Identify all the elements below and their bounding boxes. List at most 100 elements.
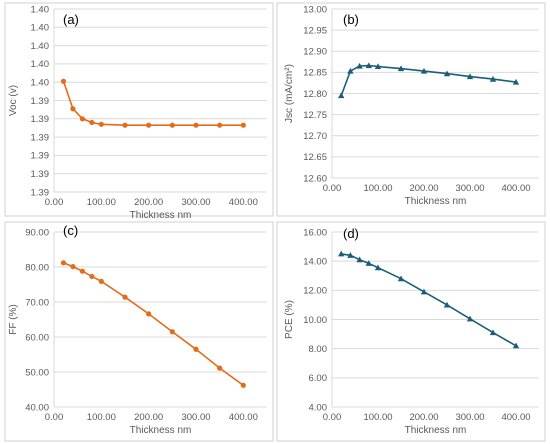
- x-axis-title: Thickness nm: [130, 425, 192, 436]
- series-line: [63, 262, 244, 386]
- data-point: [79, 116, 85, 122]
- data-point: [512, 342, 520, 349]
- data-point: [169, 122, 175, 128]
- data-point: [374, 63, 382, 70]
- y-tick-label: 1.40: [31, 78, 50, 89]
- y-tick-label: 1.40: [31, 4, 50, 15]
- x-tick-label: 400.00: [501, 412, 530, 423]
- y-tick-label: 14.00: [303, 256, 327, 267]
- data-point: [365, 62, 372, 69]
- x-tick-label: 0.00: [323, 412, 342, 423]
- data-point: [98, 278, 104, 284]
- data-point: [240, 122, 246, 128]
- y-axis-title: PCE (%): [284, 300, 295, 339]
- y-tick-label: 70.00: [25, 297, 49, 308]
- data-point: [122, 294, 128, 300]
- data-point: [193, 346, 199, 352]
- x-tick-label: 400.00: [229, 197, 258, 208]
- data-point: [356, 62, 363, 69]
- data-point: [420, 67, 428, 74]
- x-tick-label: 0.00: [45, 197, 64, 208]
- y-tick-label: 12.85: [303, 68, 327, 79]
- panel-frame: [276, 221, 546, 442]
- y-tick-label: 8.00: [309, 344, 328, 355]
- data-point: [466, 315, 474, 322]
- panel-frame: [4, 221, 274, 442]
- panel-label: (c): [63, 223, 78, 238]
- data-point: [169, 329, 175, 335]
- panel-frame: [4, 2, 274, 217]
- x-tick-label: 300.00: [181, 412, 210, 423]
- x-tick-label: 400.00: [229, 412, 258, 423]
- data-point: [365, 260, 372, 266]
- data-point: [338, 250, 345, 257]
- chart-panel-a: 1.39 1.39 1.39 1.39 1.39 1.39 1.40 1.40 1.40 1.40…: [4, 2, 274, 221]
- x-axis-title: Thickness nm: [405, 425, 467, 436]
- data-point: [122, 122, 128, 128]
- y-tick-label: 12.90: [303, 47, 327, 58]
- data-point: [79, 268, 85, 274]
- panel-label: (b): [343, 12, 359, 27]
- x-tick-label: 300.00: [181, 197, 210, 208]
- data-point: [512, 78, 520, 85]
- data-point: [356, 256, 363, 263]
- y-tick-label: 1.39: [31, 96, 50, 107]
- data-point: [347, 67, 354, 74]
- data-point: [193, 122, 199, 128]
- data-point: [489, 75, 497, 82]
- data-point: [397, 275, 405, 282]
- data-point: [146, 311, 152, 317]
- x-tick-label: 200.00: [409, 412, 438, 423]
- series-line: [341, 253, 517, 347]
- y-tick-label: 12.75: [303, 110, 327, 121]
- y-axis-title: FF (%): [8, 304, 19, 335]
- y-tick-label: 1.40: [31, 59, 50, 70]
- y-tick-label: 1.39: [31, 169, 50, 180]
- y-tick-label: 1.39: [31, 114, 50, 125]
- chart-panel-d: 4.00 6.00 8.00 10.00 12.00 14.00 16.00 0.00 100.…: [276, 221, 546, 442]
- data-point: [146, 122, 152, 128]
- chart-panel-c: 40.00 50.00 60.00 70.00 80.00 90.00 0.00 100.00…: [4, 221, 274, 442]
- x-axis-title: Thickness nm: [405, 196, 467, 207]
- x-tick-label: 300.00: [455, 183, 484, 194]
- y-tick-label: 40.00: [25, 402, 49, 413]
- data-point: [397, 65, 405, 72]
- y-tick-label: 6.00: [309, 373, 328, 384]
- data-point: [60, 260, 67, 266]
- panel-label: (a): [63, 12, 79, 27]
- y-tick-label: 13.00: [303, 4, 327, 15]
- y-tick-label: 1.39: [31, 132, 50, 143]
- y-axis-title: Jsc (mA/cm²): [284, 64, 295, 123]
- y-axis-title: Voc (v): [8, 85, 19, 116]
- data-point: [217, 122, 223, 128]
- y-tick-label: 1.40: [31, 23, 50, 34]
- data-point: [443, 70, 451, 77]
- x-tick-label: 100.00: [363, 183, 392, 194]
- y-tick-label: 1.39: [31, 151, 50, 162]
- data-point: [443, 301, 451, 308]
- y-tick-label: 12.00: [303, 286, 327, 297]
- data-point: [347, 252, 354, 258]
- x-tick-label: 400.00: [501, 183, 530, 194]
- data-point: [374, 264, 382, 271]
- x-tick-label: 100.00: [87, 197, 116, 208]
- data-point: [466, 73, 474, 80]
- data-point: [217, 365, 223, 371]
- data-point: [60, 78, 67, 84]
- y-tick-label: 1.40: [31, 41, 50, 52]
- y-tick-label: 12.80: [303, 89, 327, 100]
- y-tick-label: 4.00: [309, 402, 328, 413]
- y-tick-label: 1.39: [31, 187, 50, 198]
- y-tick-label: 12.70: [303, 131, 327, 142]
- x-tick-label: 100.00: [87, 412, 116, 423]
- data-point: [489, 329, 497, 336]
- data-point: [89, 273, 95, 280]
- data-point: [98, 121, 104, 127]
- data-point: [89, 119, 95, 126]
- y-tick-label: 12.95: [303, 25, 327, 36]
- panel-frame: [276, 2, 546, 217]
- x-axis-title: Thickness nm: [130, 210, 192, 221]
- x-tick-label: 0.00: [323, 183, 342, 194]
- x-tick-label: 200.00: [409, 183, 438, 194]
- x-tick-label: 0.00: [45, 412, 64, 423]
